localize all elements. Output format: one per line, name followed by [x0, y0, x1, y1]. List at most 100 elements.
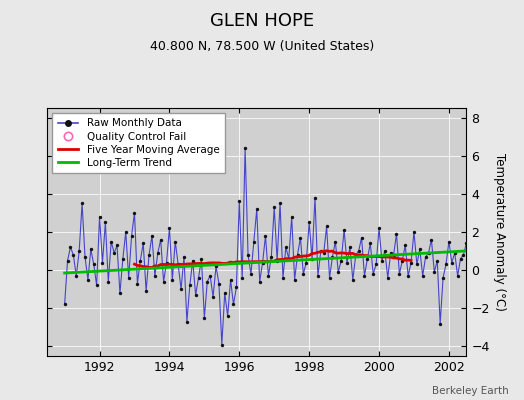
- Point: [165, 225, 173, 231]
- Point: [212, 263, 220, 270]
- Point: [346, 244, 354, 250]
- Point: [203, 278, 212, 285]
- Point: [311, 194, 319, 201]
- Point: [459, 252, 467, 258]
- Point: [453, 273, 462, 279]
- Point: [226, 276, 235, 283]
- Point: [194, 274, 203, 281]
- Point: [447, 259, 456, 266]
- Point: [299, 271, 308, 277]
- Point: [127, 233, 136, 239]
- Point: [84, 276, 92, 283]
- Point: [372, 261, 380, 268]
- Point: [348, 276, 357, 283]
- Point: [314, 273, 322, 279]
- Point: [180, 254, 188, 260]
- Y-axis label: Temperature Anomaly (°C): Temperature Anomaly (°C): [493, 153, 506, 311]
- Point: [256, 278, 264, 285]
- Point: [366, 240, 375, 247]
- Point: [261, 233, 270, 239]
- Point: [95, 214, 104, 220]
- Point: [191, 292, 200, 298]
- Point: [398, 258, 407, 264]
- Point: [357, 234, 366, 241]
- Point: [125, 274, 133, 281]
- Point: [308, 256, 316, 262]
- Point: [337, 258, 345, 264]
- Point: [75, 248, 83, 254]
- Legend: Raw Monthly Data, Quality Control Fail, Five Year Moving Average, Long-Term Tren: Raw Monthly Data, Quality Control Fail, …: [52, 113, 225, 173]
- Point: [171, 238, 179, 245]
- Point: [215, 280, 223, 287]
- Point: [78, 200, 86, 206]
- Point: [282, 244, 290, 250]
- Point: [316, 248, 325, 254]
- Point: [430, 269, 439, 275]
- Text: Berkeley Earth: Berkeley Earth: [432, 386, 508, 396]
- Point: [136, 258, 145, 264]
- Point: [451, 250, 459, 256]
- Point: [439, 274, 447, 281]
- Point: [142, 288, 150, 294]
- Point: [279, 274, 287, 281]
- Point: [113, 242, 121, 248]
- Point: [110, 250, 118, 256]
- Point: [387, 250, 395, 256]
- Point: [200, 315, 209, 321]
- Point: [471, 244, 479, 250]
- Point: [162, 259, 171, 266]
- Point: [302, 259, 310, 266]
- Point: [419, 273, 427, 279]
- Point: [66, 244, 74, 250]
- Point: [392, 231, 401, 237]
- Point: [474, 318, 482, 325]
- Point: [410, 229, 418, 235]
- Point: [369, 271, 377, 277]
- Point: [148, 233, 156, 239]
- Point: [325, 274, 334, 281]
- Point: [384, 274, 392, 281]
- Point: [168, 276, 177, 283]
- Point: [159, 278, 168, 285]
- Point: [249, 238, 258, 245]
- Point: [86, 246, 95, 252]
- Point: [253, 206, 261, 212]
- Point: [107, 238, 115, 245]
- Point: [139, 240, 147, 247]
- Point: [343, 259, 351, 266]
- Point: [151, 273, 159, 279]
- Point: [81, 254, 89, 260]
- Point: [185, 282, 194, 289]
- Point: [334, 269, 343, 275]
- Point: [407, 259, 415, 266]
- Point: [416, 246, 424, 252]
- Point: [99, 259, 107, 266]
- Point: [361, 273, 369, 279]
- Point: [238, 274, 246, 281]
- Point: [462, 240, 471, 247]
- Point: [241, 145, 249, 151]
- Point: [352, 252, 360, 258]
- Point: [209, 294, 217, 300]
- Point: [375, 225, 383, 231]
- Point: [217, 341, 226, 348]
- Point: [270, 204, 278, 210]
- Point: [177, 286, 185, 292]
- Point: [189, 258, 197, 264]
- Point: [445, 238, 453, 245]
- Point: [174, 261, 182, 268]
- Point: [90, 261, 98, 268]
- Point: [101, 219, 110, 226]
- Point: [72, 273, 81, 279]
- Point: [276, 200, 284, 206]
- Point: [267, 254, 276, 260]
- Point: [197, 256, 205, 262]
- Point: [154, 250, 162, 256]
- Point: [456, 256, 465, 262]
- Point: [206, 273, 214, 279]
- Point: [264, 273, 272, 279]
- Point: [247, 271, 255, 277]
- Point: [404, 273, 412, 279]
- Point: [116, 290, 124, 296]
- Point: [424, 250, 433, 256]
